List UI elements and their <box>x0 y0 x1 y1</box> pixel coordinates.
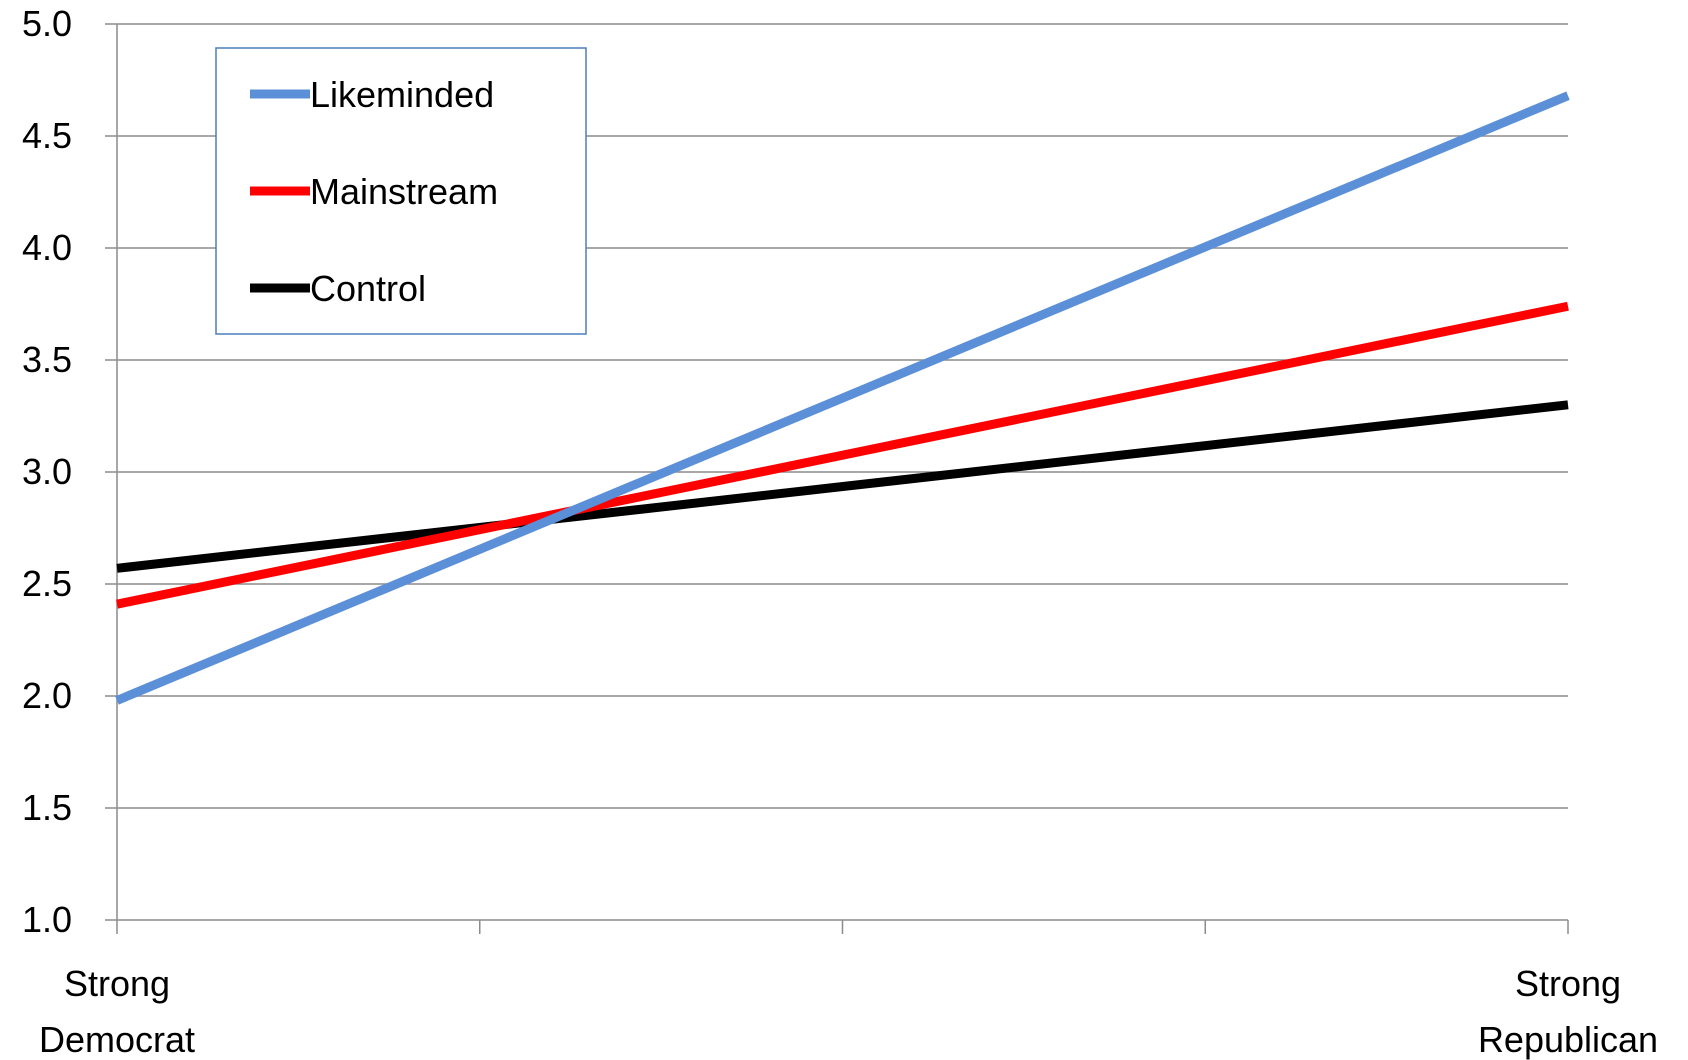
axes <box>116 24 1569 934</box>
legend-label-mainstream: Mainstream <box>310 171 498 212</box>
y-tick-label: 5.0 <box>22 3 72 44</box>
legend: Likeminded Mainstream Control <box>215 47 587 335</box>
legend-label-control: Control <box>310 268 426 309</box>
y-tick-label: 1.5 <box>22 787 72 828</box>
legend-label-likeminded: Likeminded <box>310 74 494 115</box>
series-lines <box>115 91 1570 705</box>
y-tick-label: 2.5 <box>22 563 72 604</box>
x-tick-labels: Strong Democrat Strong Republican <box>39 963 1658 1060</box>
y-tick-label: 3.5 <box>22 339 72 380</box>
y-tick-label: 3.0 <box>22 451 72 492</box>
series-line-control <box>116 400 1569 573</box>
x-tick-label: Strong <box>64 963 170 1004</box>
series-line-likeminded <box>115 91 1570 705</box>
x-tick-label: Strong <box>1515 963 1621 1004</box>
y-tick-label: 1.0 <box>22 899 72 940</box>
y-tick-label: 4.5 <box>22 115 72 156</box>
x-tick-label: Republican <box>1478 1019 1658 1060</box>
x-tick-label: Democrat <box>39 1019 195 1060</box>
y-tick-label: 2.0 <box>22 675 72 716</box>
y-tick-label: 4.0 <box>22 227 72 268</box>
series-line-mainstream <box>116 301 1569 609</box>
y-tick-labels: 1.0 1.5 2.0 2.5 3.0 3.5 4.0 4.5 5.0 <box>22 3 72 940</box>
